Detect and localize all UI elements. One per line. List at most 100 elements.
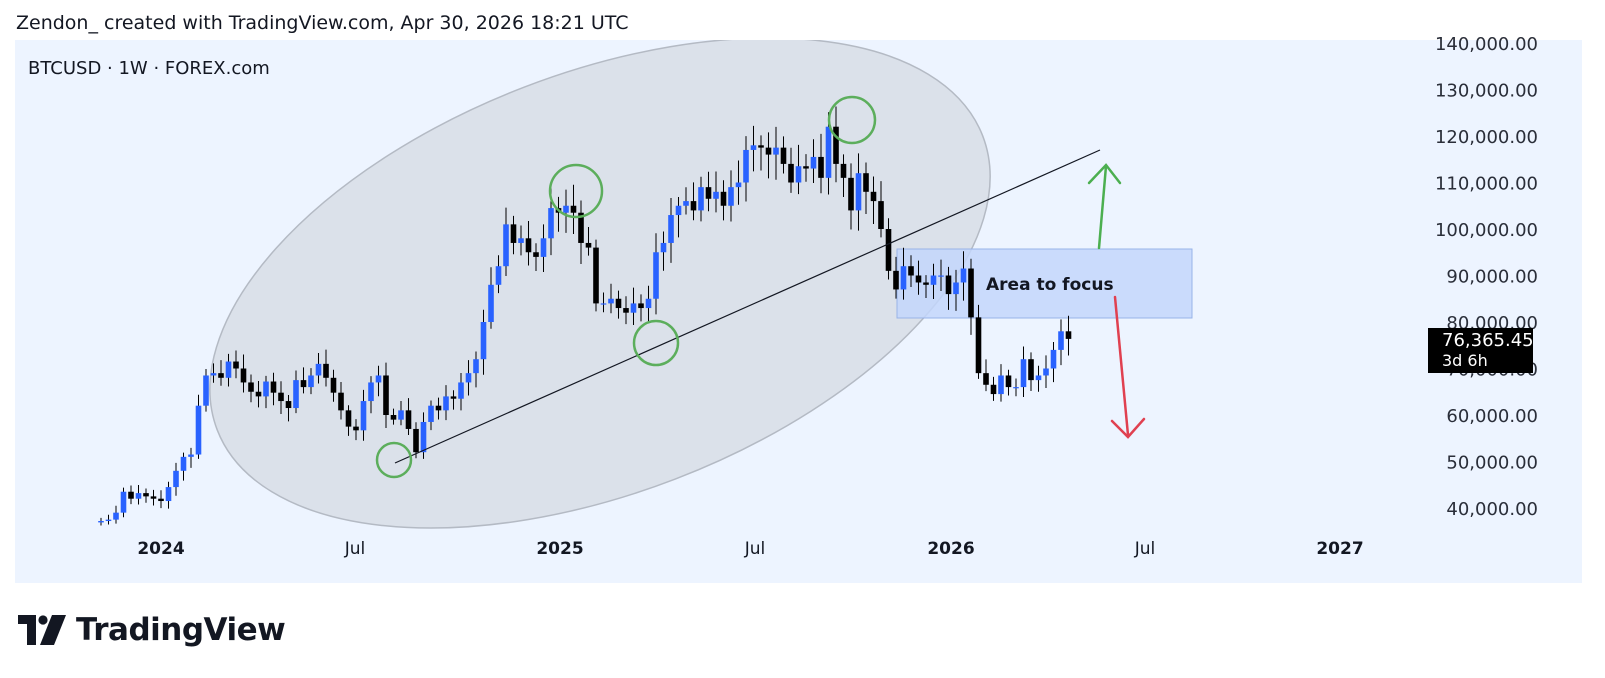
- candle-up[interactable]: [180, 456, 187, 471]
- candle-down[interactable]: [705, 187, 712, 199]
- candle-up[interactable]: [225, 361, 232, 378]
- candle-up[interactable]: [518, 238, 524, 243]
- candle-up[interactable]: [810, 156, 817, 169]
- candle-down[interactable]: [975, 317, 982, 374]
- candle-down[interactable]: [345, 410, 352, 427]
- candle-up[interactable]: [540, 238, 547, 257]
- candle-up[interactable]: [398, 410, 404, 420]
- candle-down[interactable]: [885, 229, 892, 271]
- candle-down[interactable]: [908, 266, 914, 276]
- candle-up[interactable]: [113, 512, 119, 520]
- candle-up[interactable]: [548, 208, 554, 239]
- candle-down[interactable]: [623, 308, 629, 313]
- candle-up[interactable]: [1050, 349, 1057, 369]
- candle-up[interactable]: [998, 375, 1004, 395]
- candle-down[interactable]: [878, 201, 884, 229]
- candle-down[interactable]: [585, 242, 592, 248]
- candle-up[interactable]: [1013, 387, 1019, 389]
- candle-down[interactable]: [758, 145, 764, 148]
- candle-down[interactable]: [413, 428, 419, 453]
- candle-up[interactable]: [428, 405, 434, 422]
- candle-down[interactable]: [450, 396, 457, 399]
- candle-down[interactable]: [300, 380, 307, 388]
- candle-down[interactable]: [435, 405, 442, 411]
- candle-up[interactable]: [488, 284, 494, 322]
- candle-down[interactable]: [278, 392, 284, 402]
- candle-down[interactable]: [525, 238, 532, 253]
- candle-down[interactable]: [240, 368, 247, 383]
- candle-down[interactable]: [390, 415, 397, 420]
- candle-up[interactable]: [480, 322, 487, 360]
- candle-down[interactable]: [128, 491, 134, 499]
- candle-down[interactable]: [848, 177, 854, 211]
- candle-up[interactable]: [165, 487, 172, 502]
- candle-up[interactable]: [293, 380, 299, 409]
- candle-down[interactable]: [1005, 375, 1012, 388]
- candle-up[interactable]: [1020, 359, 1027, 388]
- candle-down[interactable]: [285, 401, 292, 409]
- candle-up[interactable]: [210, 373, 217, 376]
- candle-down[interactable]: [615, 298, 622, 309]
- candle-down[interactable]: [780, 147, 787, 164]
- candle-up[interactable]: [675, 205, 682, 216]
- candle-down[interactable]: [255, 391, 262, 397]
- candle-down[interactable]: [233, 361, 239, 369]
- candle-up[interactable]: [773, 147, 779, 155]
- candle-down[interactable]: [720, 191, 727, 206]
- candle-up[interactable]: [105, 519, 112, 522]
- candle-up[interactable]: [795, 166, 802, 183]
- candle-down[interactable]: [143, 493, 149, 497]
- candle-down[interactable]: [405, 410, 412, 429]
- candle-down[interactable]: [818, 156, 824, 178]
- candle-up[interactable]: [308, 375, 314, 388]
- candle-down[interactable]: [353, 426, 359, 431]
- candle-down[interactable]: [248, 382, 254, 392]
- candle-down[interactable]: [150, 496, 157, 499]
- candle-up[interactable]: [713, 191, 719, 199]
- candle-down[interactable]: [945, 275, 952, 295]
- candle-up[interactable]: [750, 145, 757, 150]
- candle-down[interactable]: [533, 252, 539, 257]
- candle-up[interactable]: [360, 401, 367, 431]
- candle-down[interactable]: [915, 275, 922, 283]
- candle-up[interactable]: [608, 298, 614, 304]
- candle-up[interactable]: [473, 359, 479, 374]
- candle-up[interactable]: [263, 381, 269, 397]
- candle-up[interactable]: [660, 242, 667, 253]
- candle-up[interactable]: [173, 470, 179, 488]
- candle-down[interactable]: [383, 375, 389, 415]
- candle-up[interactable]: [960, 268, 967, 283]
- candle-up[interactable]: [1058, 331, 1064, 350]
- candle-up[interactable]: [563, 205, 569, 213]
- candle-down[interactable]: [1028, 359, 1034, 381]
- candle-down[interactable]: [158, 498, 164, 502]
- candle-up[interactable]: [375, 375, 382, 383]
- candle-down[interactable]: [218, 373, 224, 378]
- candle-up[interactable]: [188, 454, 194, 457]
- candle-up[interactable]: [195, 405, 202, 455]
- candle-up[interactable]: [735, 182, 742, 188]
- candle-down[interactable]: [788, 163, 794, 183]
- candle-up[interactable]: [600, 303, 607, 305]
- candle-up[interactable]: [825, 126, 832, 178]
- candle-down[interactable]: [863, 173, 869, 192]
- candle-down[interactable]: [510, 224, 517, 243]
- candle-up[interactable]: [698, 187, 704, 211]
- candle-up[interactable]: [930, 275, 937, 285]
- candle-up[interactable]: [953, 282, 959, 295]
- candle-down[interactable]: [968, 268, 974, 318]
- candle-up[interactable]: [1035, 375, 1042, 381]
- candle-down[interactable]: [690, 201, 697, 211]
- candle-down[interactable]: [270, 381, 277, 393]
- candle-up[interactable]: [728, 187, 734, 206]
- candle-up[interactable]: [465, 373, 472, 383]
- candle-up[interactable]: [495, 266, 502, 285]
- candle-up[interactable]: [900, 266, 907, 290]
- candle-down[interactable]: [1065, 331, 1072, 339]
- candle-down[interactable]: [570, 205, 577, 213]
- candle-down[interactable]: [833, 126, 839, 164]
- candle-down[interactable]: [338, 392, 344, 411]
- candle-up[interactable]: [1043, 368, 1049, 376]
- candle-up[interactable]: [98, 521, 104, 523]
